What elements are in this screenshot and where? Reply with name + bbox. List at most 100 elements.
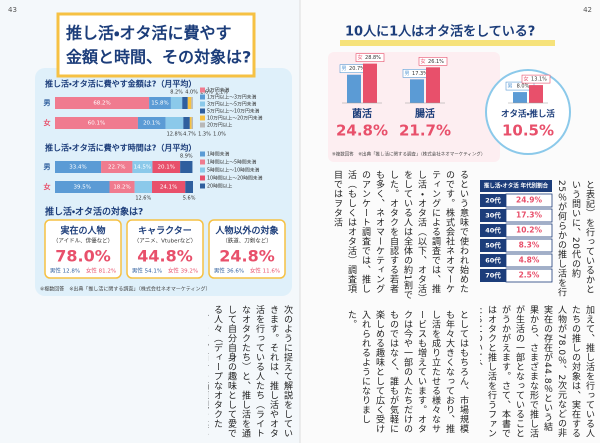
table-value-cell	[505, 193, 553, 208]
target-male: 男性 12.8%	[50, 267, 80, 275]
value-label: 39.5%	[74, 185, 91, 191]
target-female: 女性 11.6%	[250, 267, 280, 275]
bar	[410, 79, 424, 103]
bar-segment	[55, 117, 138, 129]
target-card	[44, 219, 122, 279]
target-name: 人物以外の対象	[214, 225, 278, 237]
target-card	[126, 219, 204, 279]
table-value-cell	[505, 223, 553, 238]
category-label: 菌活	[352, 107, 372, 120]
value-label: 4.0%	[185, 90, 198, 96]
table-age-cell	[480, 209, 506, 222]
bar-segment	[183, 117, 190, 129]
value-label: 26.1%	[428, 59, 444, 65]
bar	[347, 74, 361, 103]
total-label: 24.8%	[336, 122, 388, 140]
legend-label: 10時間以上〜20時間未満	[207, 175, 263, 182]
target-male: 男性 54.1%	[132, 267, 162, 275]
bar-segment	[189, 117, 192, 129]
body-text: としてはもちろん、市場規模も年々大きくなっており、推し活を成り立たせる様々なサー…	[346, 310, 468, 434]
bar-tag	[521, 74, 551, 84]
target-value: 24.8%	[219, 247, 275, 266]
series-name: 男	[404, 71, 409, 77]
target-card	[208, 219, 286, 279]
target-sub: （アニメ、Vtuberなど）	[134, 237, 196, 245]
section-title: 推し活・オタ活の対象は?	[45, 206, 143, 218]
title-line: 推し活・オタ活に費やす	[66, 24, 231, 43]
bar-tag	[418, 57, 448, 66]
title-line: 金額と時間、その対象は?	[66, 48, 251, 67]
legend-swatch	[200, 175, 205, 181]
page-number: 43	[8, 6, 17, 14]
category-label: 男	[44, 163, 51, 171]
table-value-cell	[505, 268, 553, 283]
highlight-circle	[485, 69, 571, 155]
bar-segment	[55, 97, 150, 109]
table-age: 20代	[485, 196, 501, 205]
value-label: 8.0%	[517, 84, 530, 90]
bar-segment	[55, 161, 102, 173]
value-label: 8.2%	[170, 90, 183, 96]
body-text: るという意味で使われ始めたのです。株式会社ネオマーケティングによる調査では、推し…	[334, 170, 468, 300]
bar-segment	[152, 161, 181, 173]
legend-label: 5万円以上〜10万円未満	[207, 108, 260, 115]
title-box	[56, 12, 256, 78]
table-value-cell	[505, 208, 553, 223]
table-age: 40代	[485, 226, 501, 235]
value-label: 12.8%	[167, 132, 183, 138]
value-label: 1.3%	[198, 132, 211, 138]
category-label: 女	[44, 182, 51, 191]
table-age-cell	[480, 224, 506, 237]
value-label: 28.8%	[365, 55, 381, 61]
table-value-cell	[505, 238, 553, 253]
footnote: ※複数回答 ※出典「推し活に関する調査」（株式会社ネオマーケティング）	[332, 151, 485, 158]
series-name: 女	[420, 58, 425, 65]
series-name: 女	[523, 76, 528, 83]
bar	[513, 92, 527, 103]
table-age: 30代	[485, 211, 501, 220]
table-value: 17.3%	[516, 211, 543, 220]
legend-swatch	[200, 159, 205, 165]
legend-label: 1万円以上〜3万円未満	[207, 94, 256, 101]
legend-swatch	[200, 122, 205, 128]
table-title: 推し活・オタ活 年代別割合	[484, 182, 549, 190]
category-label: 女	[44, 118, 51, 127]
body-text: 加えて、推し活を行っている人たちの推しの対象は、実在する人物が78.0％、2次元…	[480, 305, 594, 438]
table-age-cell	[480, 254, 506, 267]
bar-segment	[180, 161, 193, 173]
bar-tag	[355, 53, 385, 62]
value-label: 15.8%	[151, 101, 168, 107]
table-value: 2.5%	[519, 271, 540, 280]
value-label: 12.6%	[135, 196, 151, 202]
value-label: 60.1%	[88, 121, 105, 127]
value-label: 8.9%	[180, 154, 193, 160]
value-label: 24.1%	[160, 185, 177, 191]
legend-swatch	[200, 115, 205, 121]
table-age: 70代	[485, 271, 501, 280]
target-name: 実在の人物	[60, 225, 105, 237]
body-text: 次のように捉えて解説をしていきます。それは、推し活やオタ活を行っている人たち（ラ…	[212, 305, 292, 438]
legend-label: 10万円以上〜20万円未満	[207, 115, 263, 122]
value-label: 20.1%	[158, 165, 175, 171]
target-female: 女性 81.2%	[86, 267, 116, 275]
value-label: 20.7%	[349, 66, 365, 72]
value-label: 1.0%	[213, 132, 226, 138]
series-name: 女	[357, 54, 362, 61]
legend-label: 1時間以上〜5時間未満	[207, 159, 256, 166]
bar-segment	[187, 97, 192, 109]
bar	[529, 85, 543, 103]
value-label: 4.7%	[183, 132, 196, 138]
series-name: 男	[507, 84, 512, 90]
legend-label: 3万円以上〜5万円未満	[207, 101, 256, 108]
value-label: 5.6%	[183, 196, 196, 202]
target-value: 44.8%	[137, 247, 193, 266]
category-label: 腸活	[415, 107, 435, 120]
legend-label: 1時間未満	[207, 151, 229, 158]
target-male: 男性 36.6%	[214, 267, 244, 275]
chart-title: 10人に1人はオタ活をしている?	[345, 24, 535, 40]
bar-segment	[152, 181, 186, 193]
table-value-cell	[505, 253, 553, 268]
value-label: 13.1%	[531, 77, 547, 83]
